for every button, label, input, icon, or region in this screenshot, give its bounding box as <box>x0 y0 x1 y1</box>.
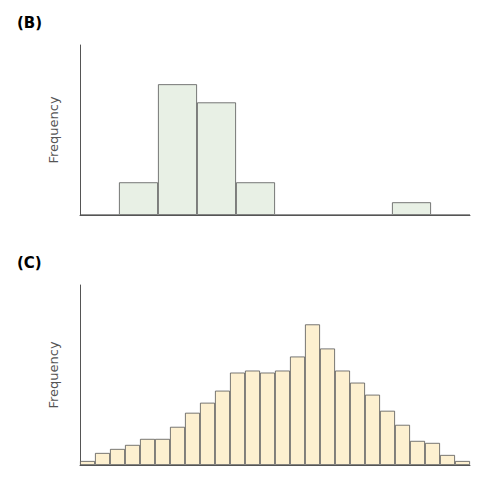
svg-text:Frequency: Frequency <box>46 341 61 408</box>
svg-text:Frequency: Frequency <box>46 96 61 163</box>
svg-text:(B): (B) <box>17 14 42 32</box>
svg-text:(C): (C) <box>17 254 42 272</box>
